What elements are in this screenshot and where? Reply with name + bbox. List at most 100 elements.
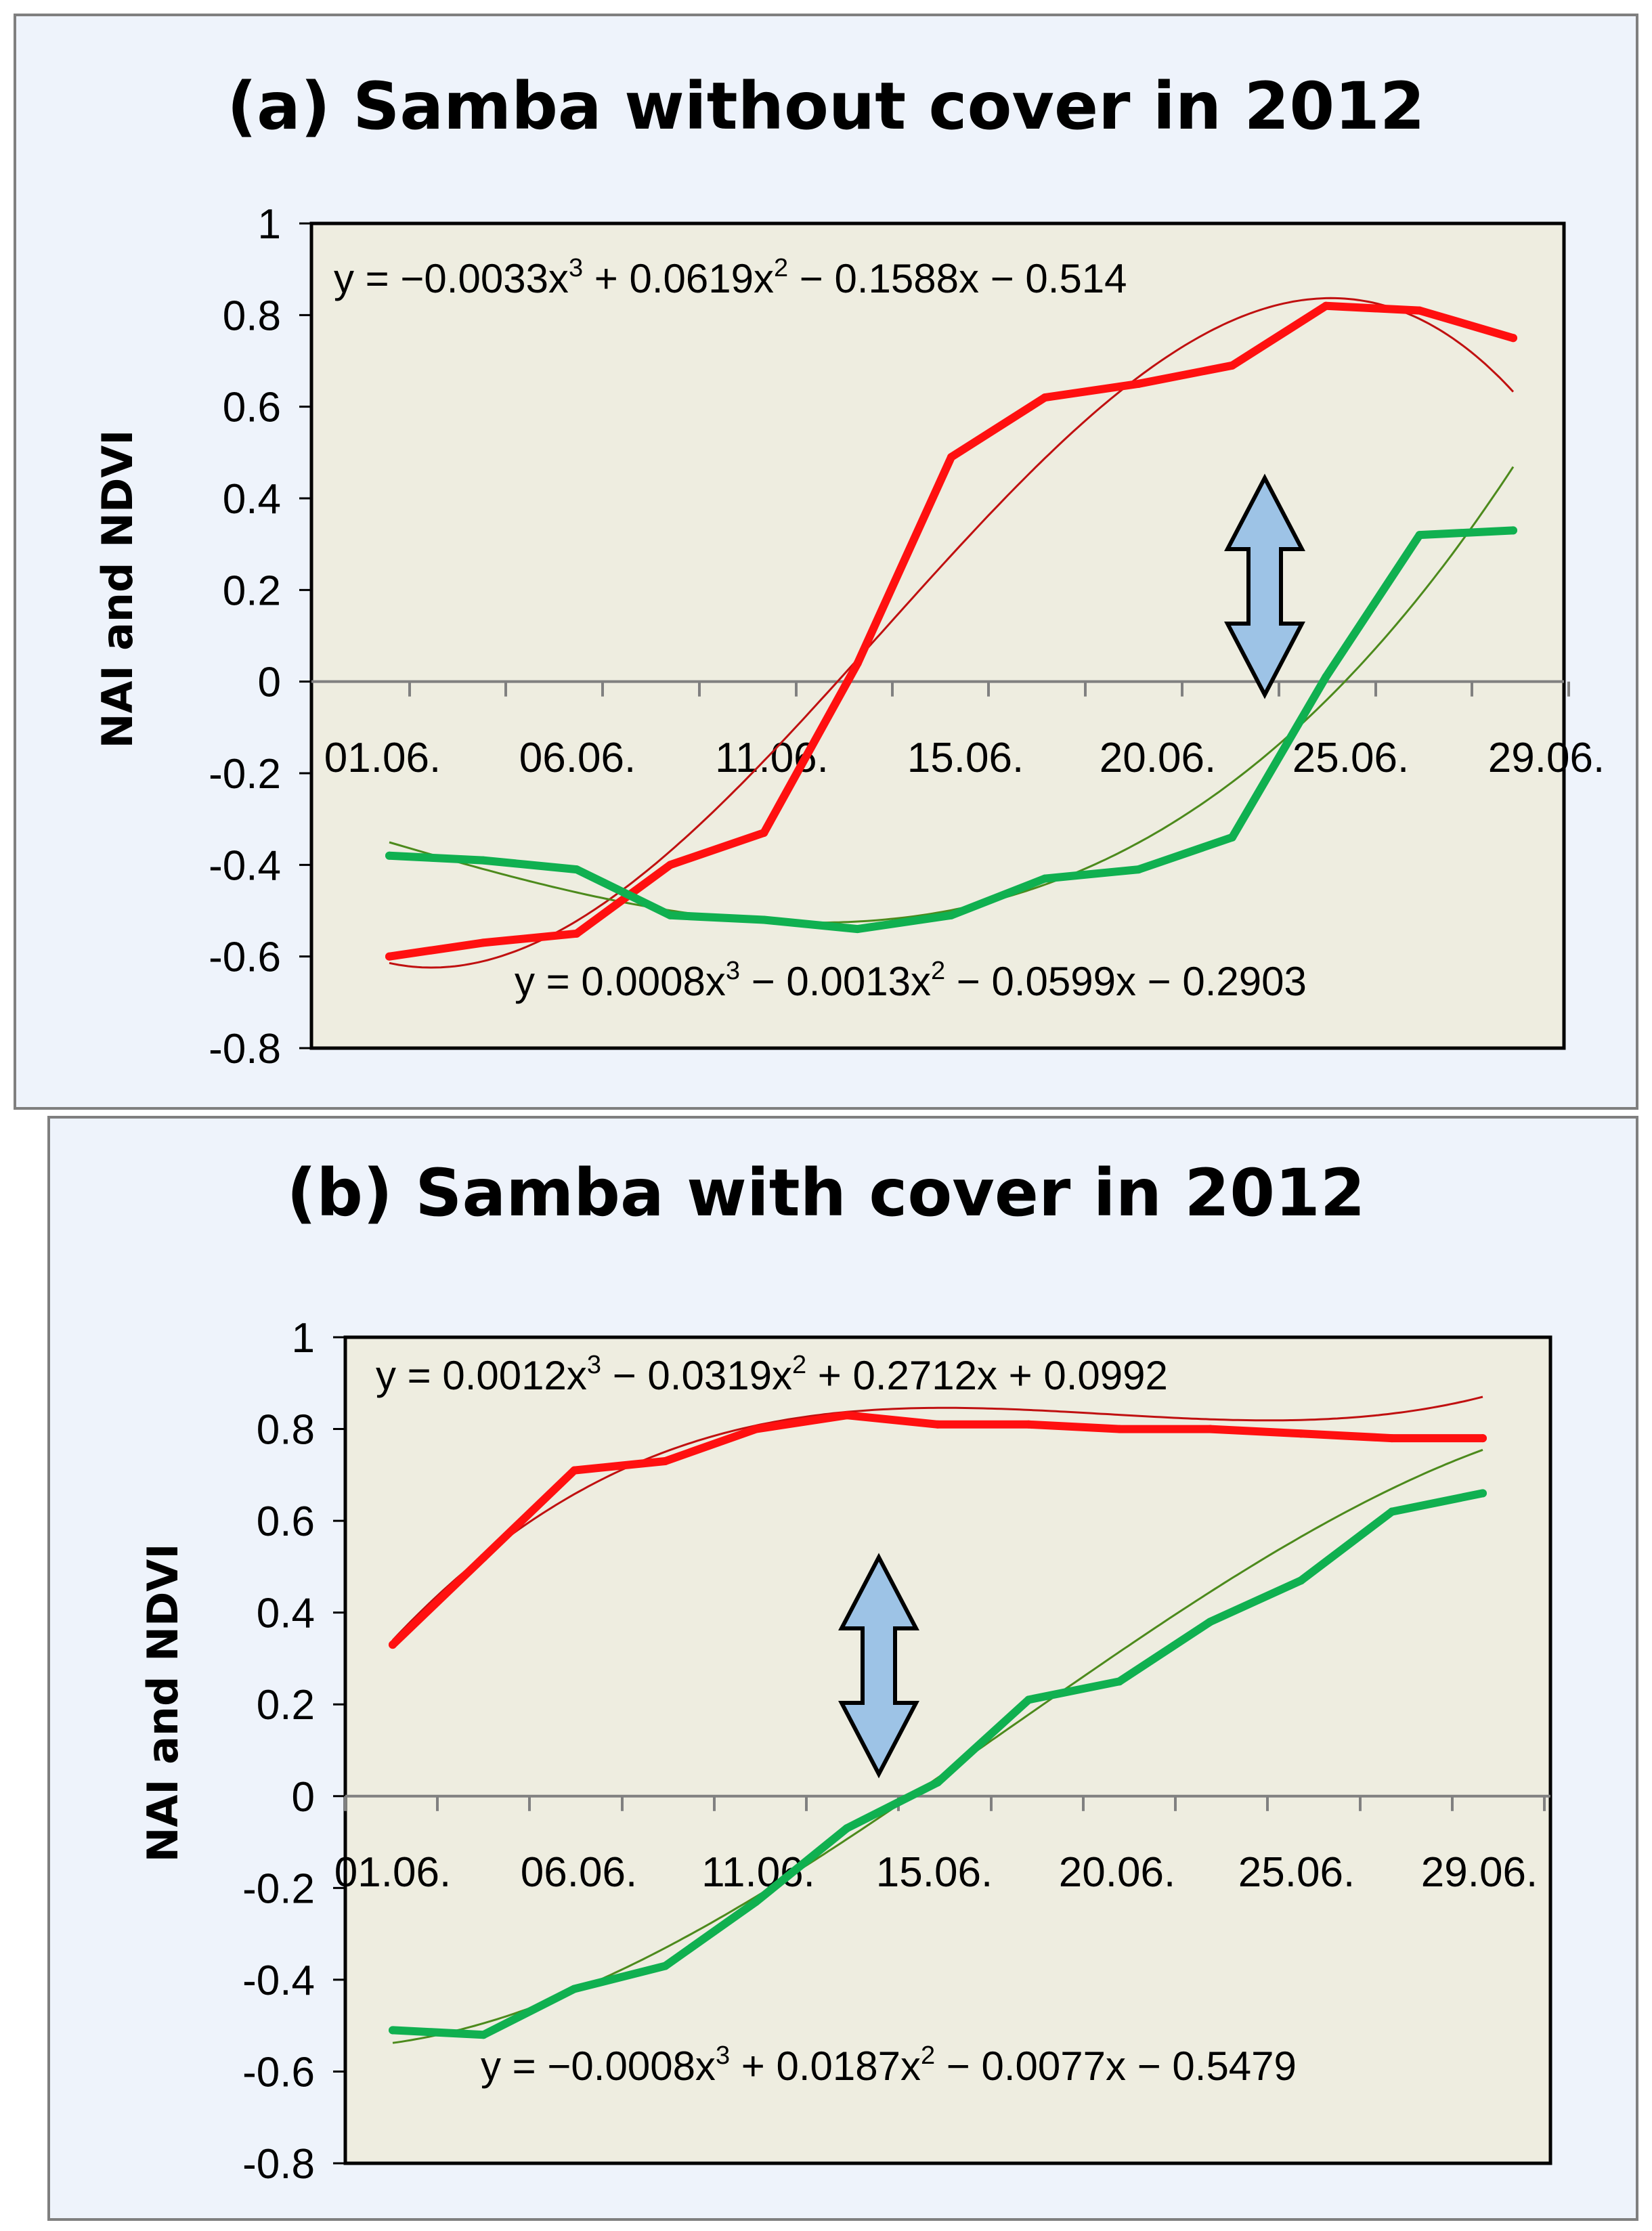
data-point-ndvi [934, 1778, 942, 1787]
y-tick-label: 0.8 [223, 293, 281, 339]
y-tick-label: 1 [258, 201, 281, 248]
data-point-ndvi [853, 925, 862, 934]
data-point-nai [389, 1641, 397, 1649]
equation-part: y = 0.0008x [515, 959, 726, 1004]
y-tick-label: -0.8 [242, 2141, 315, 2188]
chart-panel-a: (a) Samba without cover in 2012 1 0.8 0.6 0.… [14, 14, 1638, 1110]
data-point-nai [661, 1457, 670, 1465]
data-point-nai [1415, 306, 1424, 315]
equation-nai: y = 0.0012x3 − 0.0319x2 + 0.2712x + 0.09… [376, 1351, 1168, 1398]
data-point-nai [1387, 1434, 1396, 1443]
data-point-nai [570, 1466, 579, 1475]
data-point-nai [1115, 1425, 1124, 1433]
x-tick-label: 06.06. [519, 735, 636, 781]
data-point-nai [752, 1425, 760, 1433]
equation-part: − 0.1588x − 0.514 [788, 256, 1127, 301]
trendline-ndvi [389, 466, 1515, 924]
y-tick-label: 0.2 [223, 567, 281, 614]
data-point-nai [1228, 361, 1236, 370]
data-point-nai [1297, 1429, 1305, 1438]
y-tick-label: 0.4 [223, 476, 281, 523]
equation-exponent: 2 [792, 1351, 806, 1379]
data-point-ndvi [572, 865, 581, 874]
equation-part: − 0.0599x − 0.2903 [945, 959, 1307, 1004]
equation-exponent: 3 [587, 1351, 601, 1379]
data-point-ndvi [661, 1962, 670, 1970]
equation-part: − 0.0013x [740, 959, 931, 1004]
data-point-nai [1479, 1434, 1487, 1443]
equation-part: − 0.0077x − 0.5479 [935, 2043, 1297, 2089]
data-point-nai [1024, 1420, 1033, 1429]
data-point-nai [479, 1553, 488, 1562]
data-point-nai [572, 929, 581, 938]
y-tick-label: -0.8 [209, 1026, 281, 1073]
data-point-nai [479, 938, 487, 947]
data-point-nai [1134, 379, 1143, 388]
x-tick-label: 15.06. [907, 735, 1024, 781]
data-point-ndvi [1134, 865, 1143, 874]
data-point-ndvi [1206, 1618, 1215, 1626]
trendline-nai [389, 297, 1515, 969]
x-tick-label: 29.06. [1488, 735, 1605, 781]
y-axis-title: NAI and NDVI [93, 430, 142, 749]
data-point-ndvi [1115, 1677, 1124, 1686]
y-tick-label: 0.4 [257, 1590, 315, 1637]
y-tick-label: 0 [292, 1774, 315, 1821]
chart-panel-b: (b) Samba with cover in 2012 1 0.8 0.6 0.4 0.… [47, 1116, 1638, 2221]
equation-part: + 0.0187x [730, 2043, 921, 2089]
data-point-ndvi [1297, 1576, 1305, 1585]
y-tick-label: -0.4 [209, 842, 281, 889]
data-point-ndvi [1228, 833, 1236, 842]
x-tick-label: 29.06. [1421, 1849, 1538, 1896]
x-tick-label: 20.06. [1059, 1849, 1175, 1896]
x-tick-label: 15.06. [876, 1849, 993, 1896]
chart-title: (b) Samba with cover in 2012 [286, 1155, 1365, 1231]
data-point-nai [1322, 301, 1330, 310]
data-point-nai [1509, 334, 1517, 343]
data-point-nai [842, 1411, 851, 1420]
data-point-nai [385, 952, 393, 961]
equation-exponent: 2 [774, 254, 788, 282]
plot-area [309, 221, 1566, 1050]
data-point-ndvi [479, 2031, 488, 2039]
equation-ndvi: y = −0.0008x3 + 0.0187x2 − 0.0077x − 0.5… [481, 2041, 1297, 2089]
equation-exponent: 3 [716, 2041, 730, 2070]
data-point-ndvi [666, 911, 674, 919]
data-point-nai [853, 659, 862, 668]
trendline-nai [391, 1395, 1483, 1641]
y-tick-label: -0.2 [209, 751, 281, 798]
y-tick-label: -0.2 [242, 1865, 315, 1912]
equation-exponent: 3 [726, 957, 740, 985]
equation-exponent: 2 [921, 2041, 935, 2070]
data-point-ndvi [752, 1897, 760, 1906]
data-point-ndvi [1479, 1489, 1487, 1498]
data-point-nai [1041, 393, 1049, 402]
data-point-nai [934, 1420, 942, 1429]
plot-area [343, 1335, 1552, 2165]
data-point-nai [1206, 1425, 1215, 1433]
data-point-ndvi [1024, 1695, 1033, 1704]
equation-exponent: 3 [569, 254, 583, 282]
x-tick-label: 06.06. [521, 1849, 637, 1896]
y-tick-label: -0.6 [242, 2049, 315, 2096]
data-point-ndvi [385, 851, 393, 860]
y-tick-label: -0.6 [209, 934, 281, 981]
x-tick-label: 25.06. [1292, 735, 1409, 781]
x-tick-label: 20.06. [1100, 735, 1216, 781]
data-point-ndvi [842, 1824, 851, 1833]
equation-part: − 0.0319x [601, 1353, 792, 1398]
equation-part: y = −0.0008x [481, 2043, 716, 2089]
data-point-ndvi [1041, 874, 1049, 883]
data-point-ndvi [570, 1985, 579, 1993]
equation-exponent: 2 [931, 957, 945, 985]
double-arrow-icon [1224, 473, 1305, 699]
equation-part: y = −0.0033x [334, 256, 569, 301]
y-tick-label: 0.8 [257, 1407, 315, 1454]
data-point-ndvi [1415, 531, 1424, 540]
y-tick-label: 0.2 [257, 1682, 315, 1729]
data-point-ndvi [947, 911, 955, 919]
equation-ndvi: y = 0.0008x3 − 0.0013x2 − 0.0599x − 0.29… [515, 957, 1307, 1004]
x-tick-label: 01.06. [334, 1849, 451, 1896]
data-point-ndvi [479, 856, 487, 865]
data-point-ndvi [1322, 672, 1330, 681]
